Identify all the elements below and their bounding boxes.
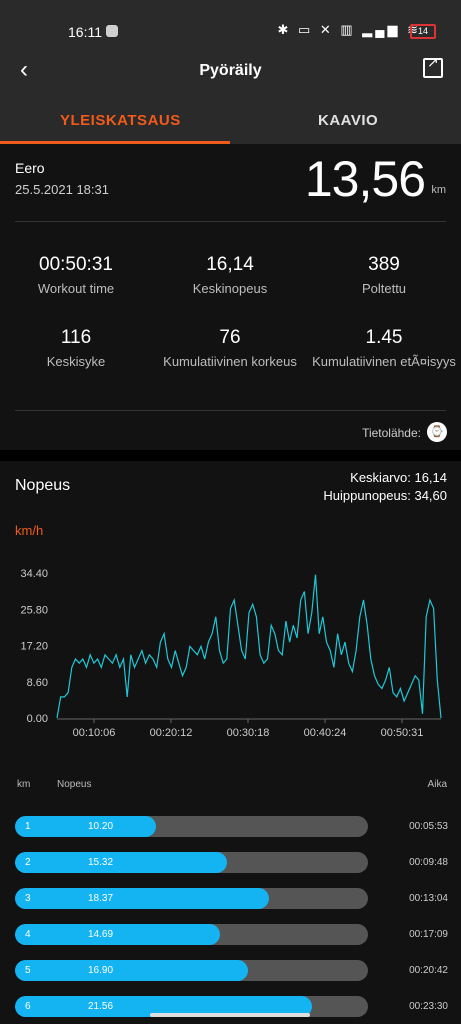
- user-name: Eero: [15, 160, 45, 176]
- app-header: ‹ Pyöräily YLEISKATSAUS KAAVIO: [0, 40, 461, 144]
- speed-average: Keskiarvo: 16,14: [350, 470, 447, 485]
- status-icons: ✱ ▭ ✕ ▥ ▂▄▆ ≋: [277, 22, 421, 37]
- stat-label: Poltettu: [361, 281, 407, 296]
- stat-label: Keskisyke: [46, 354, 106, 369]
- stat-label: Kumulatiivinen etÃ¤isyys: [312, 354, 456, 369]
- split-time: 00:20:42: [409, 965, 448, 976]
- split-row: 2 15.32: [15, 852, 368, 873]
- x-tick-label: 00:10:06: [73, 727, 116, 739]
- split-km: 1: [25, 821, 31, 832]
- x-tick-label: 00:50:31: [381, 727, 424, 739]
- table-header-time: Aika: [427, 779, 447, 790]
- split-time: 00:13:04: [409, 893, 448, 904]
- split-speed: 16.90: [88, 965, 114, 976]
- gesture-bar[interactable]: [150, 1013, 310, 1017]
- back-arrow-icon[interactable]: ‹: [20, 56, 28, 83]
- stat-value: 00:50:31: [39, 254, 113, 275]
- split-row: 3 18.37: [15, 888, 368, 909]
- stat-label: Keskinopeus: [192, 281, 268, 296]
- tab-chart[interactable]: KAAVIO: [318, 112, 379, 129]
- stat-calories: 389 Poltettu: [309, 254, 459, 297]
- table-header-km: km: [17, 779, 31, 790]
- speed-max: Huippunopeus: 34,60: [323, 488, 447, 503]
- summary-card: Eero 25.5.2021 18:31 13,56 km 00:50:31 W…: [0, 144, 461, 450]
- stat-cumulative-distance: 1.45 Kumulatiivinen etÃ¤isyys: [309, 327, 459, 370]
- split-km: 6: [25, 1001, 31, 1012]
- data-source-icon[interactable]: ⌚: [427, 422, 447, 442]
- y-tick-label: 8.60: [27, 677, 48, 689]
- speed-title: Nopeus: [15, 477, 71, 494]
- speed-summary: Keskiarvo: 16,14 Huippunopeus: 34,60: [323, 469, 447, 505]
- battery-icon: 14: [410, 24, 436, 39]
- data-source-label: Tietolähde:: [362, 426, 421, 440]
- distance-unit: km: [431, 184, 446, 196]
- workout-datetime: 25.5.2021 18:31: [15, 182, 109, 197]
- divider: [15, 410, 446, 411]
- split-speed-bar: [15, 960, 248, 981]
- speed-series-line: [56, 574, 442, 719]
- split-km: 2: [25, 857, 31, 868]
- x-tick-label: 00:40:24: [304, 727, 347, 739]
- split-time: 00:05:53: [409, 821, 448, 832]
- stat-value: 116: [60, 327, 92, 348]
- split-speed: 15.32: [88, 857, 114, 868]
- distance-value: 13,56: [304, 151, 426, 207]
- stat-workout-time: 00:50:31 Workout time: [1, 254, 151, 297]
- split-speed: 21.56: [88, 1001, 114, 1012]
- split-km: 5: [25, 965, 31, 976]
- y-tick-label: 25.80: [20, 604, 48, 616]
- split-km: 4: [25, 929, 31, 940]
- y-tick-label: 34.40: [20, 568, 48, 580]
- speed-card: Nopeus Keskiarvo: 16,14 Huippunopeus: 34…: [0, 461, 461, 1024]
- stat-value: 1.45: [365, 327, 403, 348]
- stat-value: 16,14: [206, 254, 254, 275]
- split-speed-bar: [15, 816, 157, 837]
- tab-overview[interactable]: YLEISKATSAUS: [60, 112, 181, 129]
- split-speed-bar: [15, 996, 312, 1017]
- stat-value: 389: [368, 254, 400, 275]
- y-tick-label: 0.00: [27, 713, 48, 725]
- split-time: 00:09:48: [409, 857, 448, 868]
- x-tick-label: 00:20:12: [150, 727, 193, 739]
- split-row: 6 21.56: [15, 996, 368, 1017]
- split-speed-bar: [15, 924, 220, 945]
- stat-avg-heart-rate: 116 Keskisyke: [1, 327, 151, 370]
- y-tick-label: 17.20: [20, 641, 48, 653]
- stat-label: Workout time: [37, 281, 115, 296]
- split-speed-bar: [15, 852, 227, 873]
- split-time: 00:23:30: [409, 1001, 448, 1012]
- stat-value: 76: [219, 327, 241, 348]
- divider: [15, 221, 446, 222]
- split-speed: 14.69: [88, 929, 114, 940]
- share-icon[interactable]: [423, 54, 443, 78]
- split-speed: 18.37: [88, 893, 114, 904]
- split-time: 00:17:09: [409, 929, 448, 940]
- split-speed-bar: [15, 888, 270, 909]
- notification-icon: [106, 25, 118, 37]
- status-time: 16:11: [68, 24, 102, 40]
- split-row: 5 16.90: [15, 960, 368, 981]
- split-row: 1 10.20: [15, 816, 368, 837]
- stat-cumulative-elevation: 76 Kumulatiivinen korkeus: [155, 327, 305, 370]
- split-speed: 10.20: [88, 821, 114, 832]
- chart-unit-label: km/h: [15, 523, 44, 538]
- table-header-speed: Nopeus: [57, 779, 92, 790]
- split-row: 4 14.69: [15, 924, 368, 945]
- status-bar: 16:11 ✱ ▭ ✕ ▥ ▂▄▆ ≋ 14: [0, 0, 461, 40]
- stat-label: Kumulatiivinen korkeus: [163, 354, 297, 369]
- split-km: 3: [25, 893, 31, 904]
- page-title: Pyöräily: [199, 62, 262, 79]
- x-tick-label: 00:30:18: [227, 727, 270, 739]
- active-tab-indicator: [0, 141, 230, 144]
- speed-chart: 34.40 25.80 17.20 8.60 0.00 00:10:06 00:20:12 0…: [20, 568, 442, 739]
- stat-avg-speed: 16,14 Keskinopeus: [155, 254, 305, 297]
